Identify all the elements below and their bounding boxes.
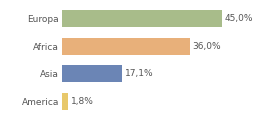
Text: 36,0%: 36,0% [192,42,221,51]
Text: 17,1%: 17,1% [125,69,154,78]
Text: 45,0%: 45,0% [224,14,253,23]
Bar [62,65,122,82]
Text: 1,8%: 1,8% [71,97,94,106]
Bar [62,10,221,27]
Bar [62,93,68,110]
Bar [62,38,190,55]
